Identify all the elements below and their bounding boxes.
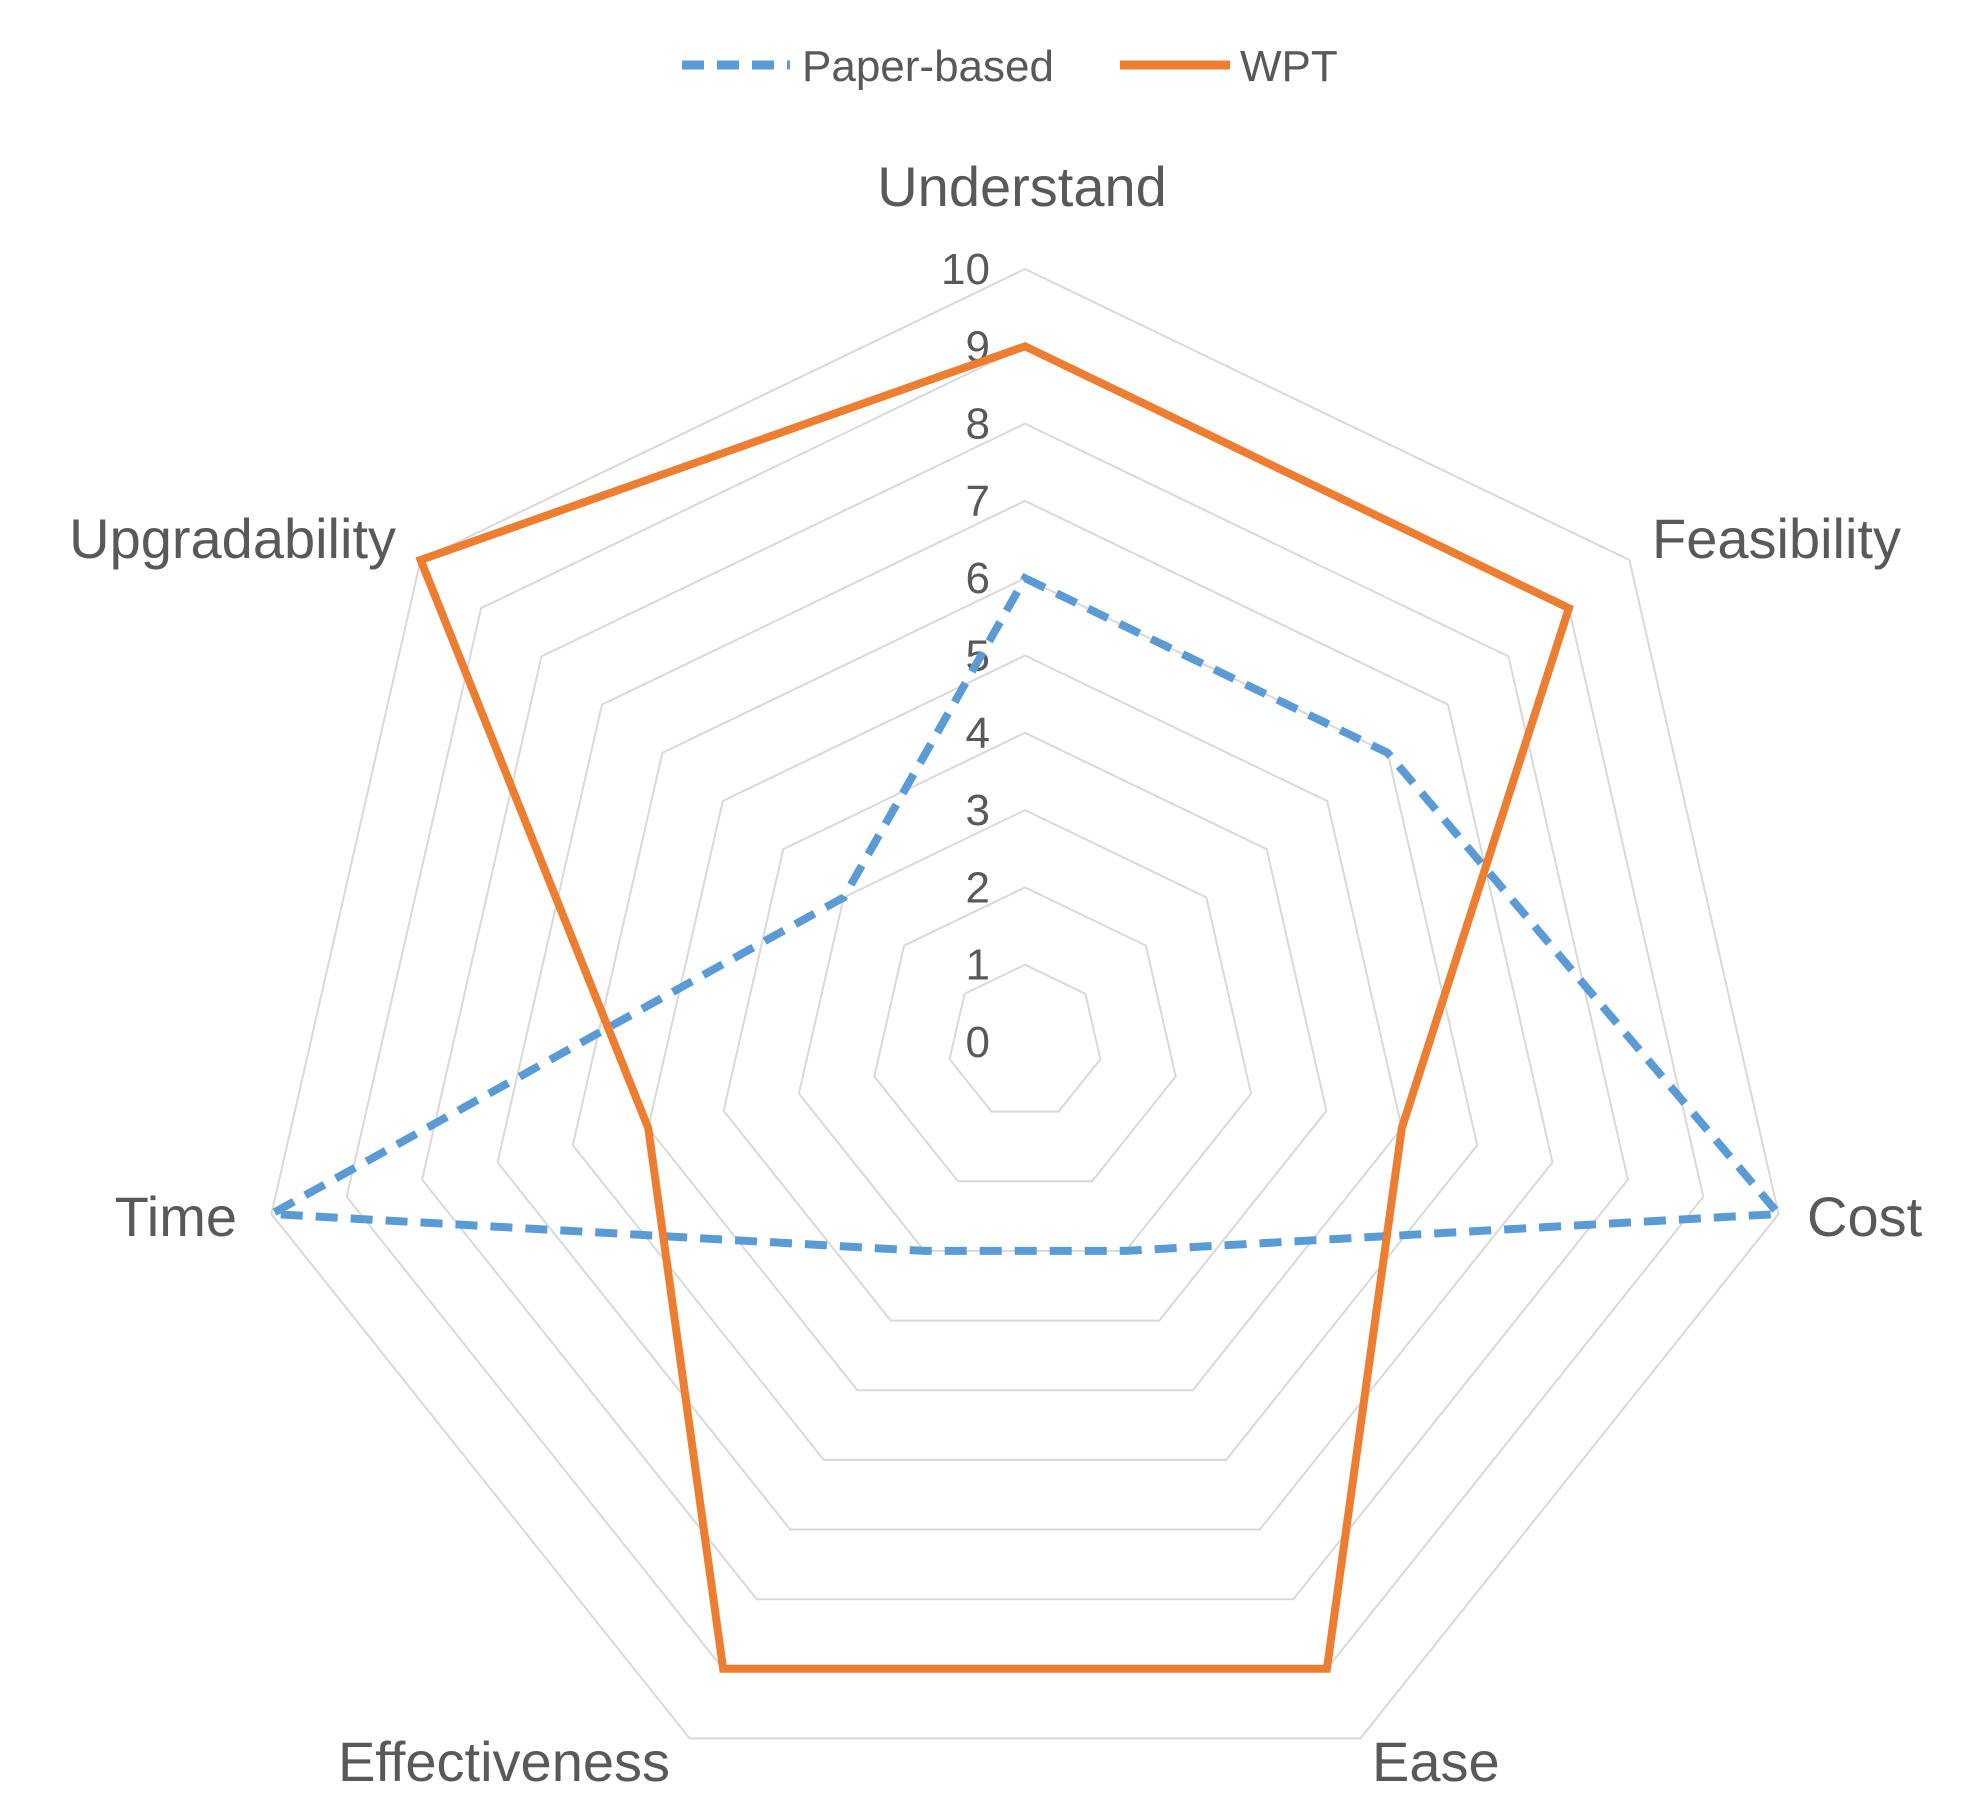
grid-ring-7 <box>496 499 1554 1531</box>
series-line-paper-based <box>257 572 1787 1255</box>
radar-grid <box>270 267 1780 1740</box>
grid-ring-1 <box>948 963 1102 1113</box>
tick-label-1: 1 <box>966 941 990 990</box>
grid-ring-5 <box>647 654 1403 1392</box>
legend-label-paper-based: Paper-based <box>802 42 1054 91</box>
series-layer <box>257 341 1787 1673</box>
legend: Paper-based WPT <box>682 42 1338 91</box>
axis-label-ease: Ease <box>1372 1730 1500 1793</box>
axis-label-upgradability: Upgradability <box>69 507 396 570</box>
grid-ring-4 <box>722 731 1328 1322</box>
tick-label-0: 0 <box>966 1018 990 1067</box>
grid-ring-6 <box>571 577 1479 1461</box>
tick-label-4: 4 <box>966 709 990 758</box>
axis-label-feasibility: Feasibility <box>1652 507 1901 570</box>
tick-label-3: 3 <box>966 786 990 835</box>
legend-label-wpt: WPT <box>1240 42 1338 91</box>
grid-ring-2 <box>873 886 1177 1183</box>
axis-label-understand: Understand <box>877 155 1167 218</box>
series-line-wpt <box>415 341 1574 1673</box>
grid-ring-9 <box>345 345 1705 1670</box>
grid-ring-10 <box>270 267 1780 1740</box>
axis-label-effectiveness: Effectiveness <box>338 1730 670 1793</box>
tick-label-2: 2 <box>966 863 990 912</box>
axis-label-time: Time <box>115 1185 237 1248</box>
tick-label-6: 6 <box>966 554 990 603</box>
axis-label-cost: Cost <box>1807 1185 1923 1248</box>
tick-label-10: 10 <box>941 245 990 294</box>
tick-label-8: 8 <box>966 400 990 449</box>
grid-ring-3 <box>797 808 1253 1252</box>
tick-label-7: 7 <box>966 477 990 526</box>
